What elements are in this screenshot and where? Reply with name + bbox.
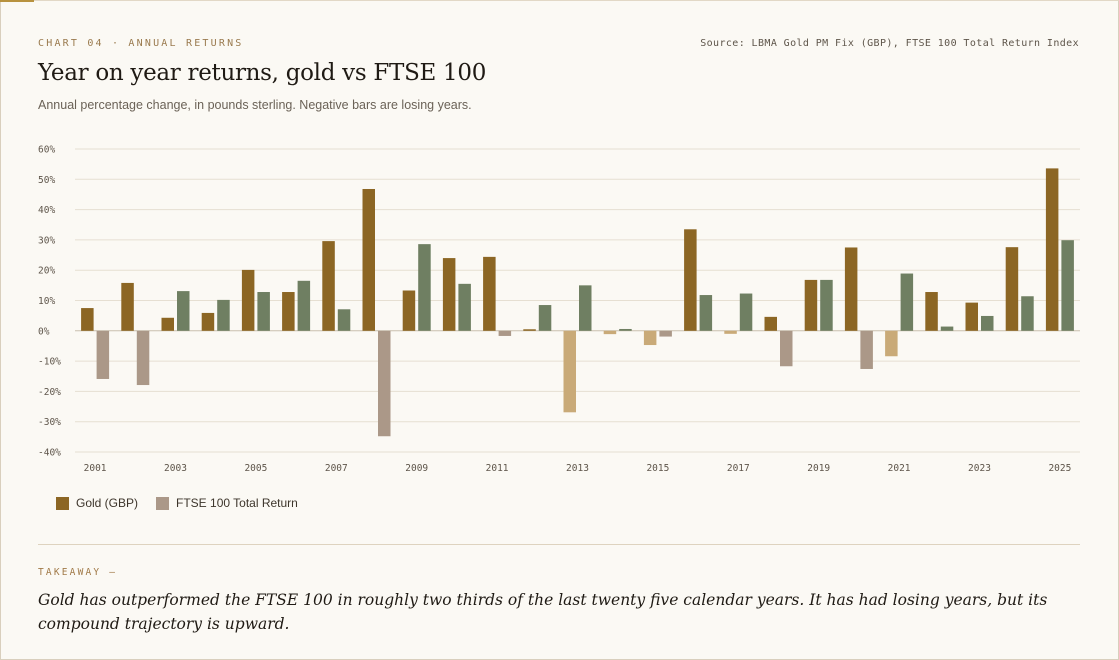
- y-tick-label: -40%: [38, 448, 61, 459]
- bar-gold-2007: [322, 241, 335, 331]
- takeaway-text: Gold has outperformed the FTSE 100 in ro…: [38, 591, 1048, 633]
- bar-gold-2014: [603, 330, 617, 335]
- bar-ftse-2016: [699, 295, 713, 331]
- accent-corner: [0, 0, 34, 2]
- bar-ftse-2009: [418, 244, 431, 331]
- legend: Gold (GBP) FTSE 100 Total Return: [56, 496, 298, 510]
- bar-ftse-2019: [820, 279, 833, 331]
- bar-gold-2016: [684, 229, 697, 331]
- bar-ftse-2008: [378, 330, 391, 437]
- bar-ftse-2023: [981, 315, 994, 331]
- bar-gold-2024: [1005, 247, 1019, 331]
- bar-ftse-2015: [659, 330, 672, 337]
- y-tick-label: 20%: [38, 266, 55, 277]
- bar-ftse-2017: [739, 293, 753, 331]
- bar-ftse-2022: [940, 326, 954, 331]
- legend-label-ftse: FTSE 100 Total Return: [176, 496, 298, 510]
- bar-ftse-2006: [297, 280, 311, 331]
- bar-ftse-2001: [96, 330, 110, 379]
- bar-gold-2001: [81, 308, 94, 331]
- chart-kicker: CHART 04 · ANNUAL RETURNS: [38, 38, 244, 49]
- bar-gold-2022: [925, 292, 938, 331]
- bar-ftse-2013: [579, 285, 592, 331]
- takeaway-label: TAKEAWAY —: [38, 567, 118, 578]
- bar-gold-2012: [523, 329, 536, 331]
- bar-ftse-2018: [780, 330, 793, 367]
- bar-gold-2006: [282, 292, 295, 331]
- y-tick-label: 10%: [38, 296, 55, 307]
- bar-ftse-2005: [257, 292, 270, 331]
- y-tick-label: 0%: [38, 326, 50, 337]
- y-tick-label: 30%: [38, 235, 55, 246]
- bar-ftse-2010: [458, 283, 471, 331]
- legend-label-gold: Gold (GBP): [76, 496, 139, 510]
- legend-item-ftse: FTSE 100 Total Return: [156, 496, 298, 510]
- bar-ftse-2020: [860, 330, 873, 369]
- bar-gold-2023: [965, 302, 978, 331]
- bar-ftse-2014: [619, 328, 632, 331]
- bar-ftse-2021: [900, 273, 914, 331]
- bar-ftse-2011: [498, 330, 512, 336]
- chart-title: Year on year returns, gold vs FTSE 100: [38, 60, 487, 86]
- x-tick-label: 2019: [807, 463, 830, 474]
- legend-swatch-ftse: [156, 496, 170, 510]
- bar-gold-2015: [643, 330, 657, 346]
- bar-ftse-2002: [136, 330, 150, 386]
- source-note: Source: LBMA Gold PM Fix (GBP), FTSE 100…: [700, 38, 1079, 49]
- bar-gold-2002: [121, 282, 134, 331]
- legend-item-gold: Gold (GBP): [56, 496, 138, 510]
- bar-gold-2005: [241, 269, 255, 331]
- legend-swatch-gold: [56, 496, 69, 510]
- bar-ftse-2025: [1061, 240, 1074, 331]
- x-tick-label: 2009: [405, 463, 428, 474]
- x-tick-label: 2013: [566, 463, 589, 474]
- bar-gold-2011: [483, 256, 496, 331]
- x-tick-label: 2001: [84, 463, 107, 474]
- y-tick-label: -10%: [38, 357, 61, 368]
- bar-gold-2010: [442, 258, 456, 331]
- y-tick-label: 60%: [38, 145, 55, 156]
- bar-gold-2025: [1045, 168, 1059, 331]
- bar-gold-2009: [402, 290, 416, 331]
- x-tick-label: 2007: [325, 463, 348, 474]
- y-tick-label: 50%: [38, 175, 55, 186]
- bar-chart: 60% 50% 40% 30% 20% 10% 0% -10% -20% -30% -40% 2001…: [38, 145, 1080, 474]
- x-tick-label: 2025: [1048, 463, 1071, 474]
- bar-gold-2008: [362, 188, 375, 331]
- bar-ftse-2024: [1021, 296, 1034, 331]
- x-tick-label: 2017: [727, 463, 750, 474]
- bar-ftse-2004: [217, 299, 230, 331]
- x-tick-label: 2023: [968, 463, 991, 474]
- x-tick-label: 2015: [646, 463, 669, 474]
- bar-gold-2021: [885, 330, 898, 357]
- bar-gold-2019: [804, 279, 818, 331]
- y-tick-label: -20%: [38, 387, 61, 398]
- x-tick-label: 2021: [888, 463, 911, 474]
- bar-gold-2018: [764, 316, 777, 331]
- bar-gold-2017: [724, 330, 737, 334]
- bar-gold-2003: [161, 317, 174, 331]
- x-tick-label: 2011: [486, 463, 509, 474]
- y-tick-label: 40%: [38, 205, 55, 216]
- bar-gold-2013: [563, 330, 576, 413]
- y-tick-label: -30%: [38, 417, 61, 428]
- bar-gold-2004: [201, 312, 215, 331]
- divider: [38, 544, 1080, 545]
- bar-ftse-2007: [337, 309, 351, 331]
- bar-ftse-2003: [177, 291, 190, 331]
- bar-gold-2020: [844, 247, 858, 331]
- chart-subtitle: Annual percentage change, in pounds ster…: [38, 98, 472, 112]
- x-tick-label: 2003: [164, 463, 187, 474]
- bar-ftse-2012: [538, 305, 552, 331]
- x-tick-label: 2005: [244, 463, 267, 474]
